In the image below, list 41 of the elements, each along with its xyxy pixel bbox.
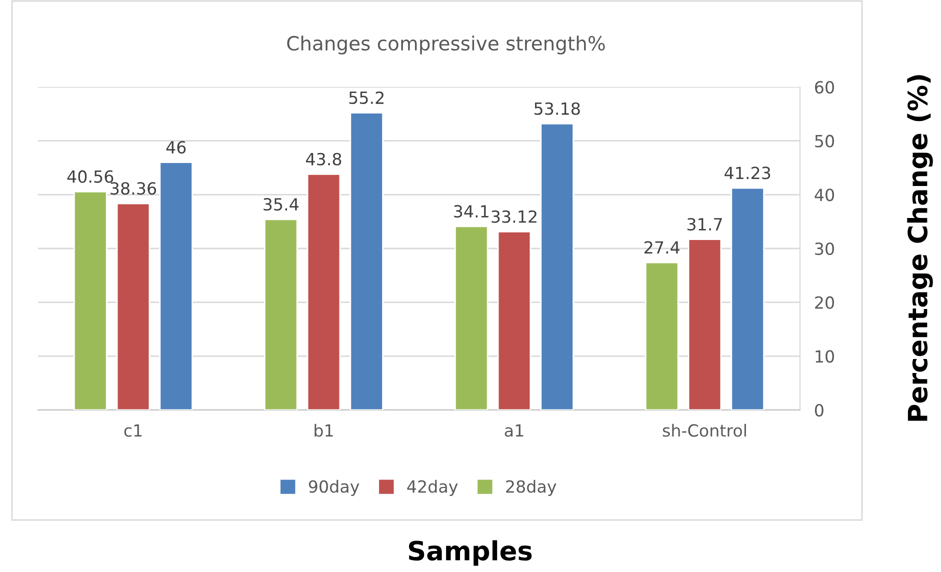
x-axis-title: Samples <box>408 540 532 566</box>
legend-label: 90day <box>308 480 360 496</box>
y-tick-label: 40 <box>814 188 834 202</box>
y-tick-label: 60 <box>815 80 834 94</box>
bar <box>264 218 298 410</box>
bar <box>645 262 679 410</box>
bar <box>688 238 722 410</box>
bar <box>159 162 193 410</box>
data-label: 41.23 <box>724 166 770 180</box>
bar <box>454 226 488 410</box>
y-tick-label: 50 <box>815 134 834 148</box>
data-label: 53.18 <box>534 102 580 115</box>
bar <box>540 123 574 410</box>
y-tick-label: 30 <box>815 242 834 256</box>
data-label: 27.4 <box>644 241 680 254</box>
y-tick-label: 0 <box>814 404 824 417</box>
legend-label: 42day <box>407 480 458 496</box>
x-tick-label: a1 <box>504 424 524 437</box>
x-tick-label: c1 <box>124 424 142 437</box>
data-label: 55.2 <box>349 91 384 104</box>
legend-label: 28day <box>506 480 556 496</box>
y-tick-label: 20 <box>815 296 834 309</box>
data-label: 40.56 <box>67 170 114 183</box>
chart-title: Changes compressive strength% <box>287 36 605 54</box>
data-label: 31.7 <box>687 218 722 231</box>
data-label: 43.8 <box>306 152 342 166</box>
x-tick-label: b1 <box>314 424 333 437</box>
bar <box>306 174 341 410</box>
data-label: 38.36 <box>110 182 156 195</box>
data-label: 34.1 <box>454 205 488 218</box>
data-label: 35.4 <box>264 198 299 211</box>
x-tick-label: sh-Control <box>662 424 746 437</box>
bar <box>730 187 764 410</box>
y-tick-label: 10 <box>816 350 834 363</box>
y-axis-title: Percentage Change (%) <box>907 75 933 421</box>
bar <box>497 231 532 410</box>
bar <box>116 202 150 410</box>
bar <box>350 112 384 410</box>
bar <box>74 190 108 410</box>
data-label: 33.12 <box>492 210 536 223</box>
data-label: 46 <box>166 140 186 154</box>
